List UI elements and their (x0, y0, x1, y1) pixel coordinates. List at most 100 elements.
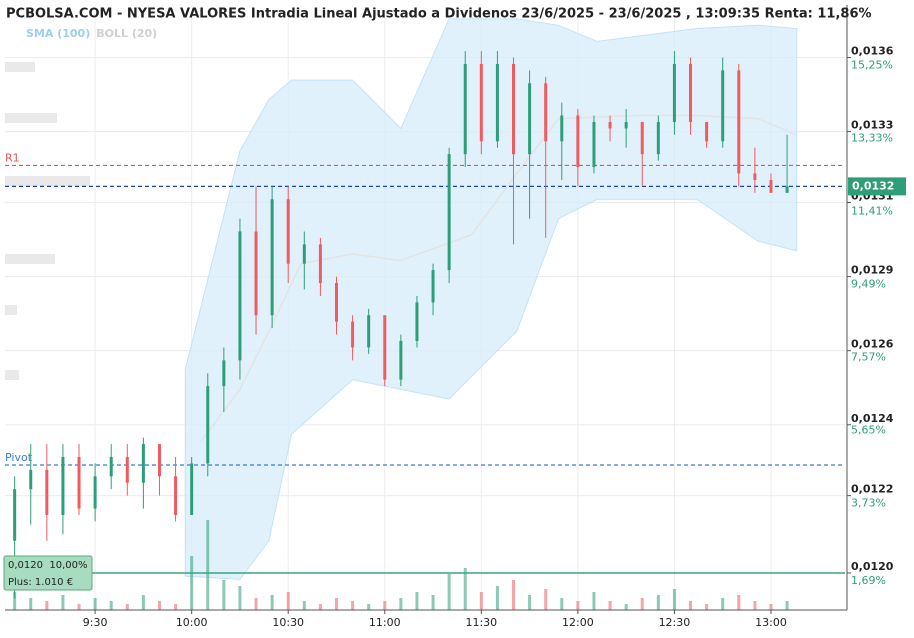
volume-bar (721, 598, 725, 610)
x-tick-label: 12:00 (562, 616, 594, 629)
candle-body (656, 121, 660, 155)
x-tick-label: 12:30 (659, 616, 691, 629)
info-line: Plus: 1.010 € (8, 577, 73, 588)
volume-bar (334, 598, 338, 610)
candle-body (495, 63, 499, 142)
x-tick-label: 10:30 (272, 616, 304, 629)
volume-bar (415, 592, 419, 610)
volume-bar (576, 601, 580, 610)
candle-body (157, 444, 161, 477)
volume-bar (431, 595, 435, 610)
y2-tick-label: 1,69% (851, 574, 886, 587)
candle-body (672, 63, 676, 122)
volume-bar (640, 598, 644, 610)
decor-bar (5, 254, 55, 264)
candle-body (351, 321, 355, 348)
volume-bar (174, 604, 178, 610)
candle-body (174, 476, 178, 515)
side-decoration (5, 62, 90, 380)
level-label: R1 (5, 151, 20, 164)
x-tick-label: 13:00 (755, 616, 787, 629)
volume-bar (286, 592, 290, 610)
volume-bar (512, 580, 516, 610)
last-price-tag (848, 177, 906, 196)
decor-bar (5, 370, 19, 380)
decor-bar (5, 176, 90, 186)
candle-body (785, 186, 789, 193)
volume-bar (45, 601, 49, 610)
volume-bar (544, 589, 548, 610)
volume-bar (270, 595, 274, 610)
y2-tick-label: 13,33% (851, 132, 893, 145)
candle-body (367, 315, 371, 348)
y2-tick-label: 11,41% (851, 205, 893, 218)
info-line: 0,0120 10,00% (8, 560, 87, 571)
y-tick-label: 0,0126 (851, 338, 894, 351)
volume-bar (399, 598, 403, 610)
candle-body (689, 63, 693, 122)
bollinger-band (184, 18, 798, 580)
candle-body (109, 456, 113, 477)
candle-body (29, 469, 33, 490)
y2-tick-label: 9,49% (851, 278, 886, 291)
candle-body (93, 476, 97, 509)
candle-body (560, 115, 564, 142)
x-tick-label: 11:00 (369, 616, 401, 629)
candle-body (125, 456, 129, 483)
candle-body (415, 302, 419, 342)
y-tick-label: 0,0136 (851, 45, 894, 58)
volume-bar (785, 601, 789, 610)
decor-bar (5, 113, 57, 123)
candle-body (769, 179, 773, 193)
candle-body (721, 70, 725, 142)
y2-tick-label: 5,65% (851, 424, 886, 437)
candle-body (576, 115, 580, 168)
legend-boll: BOLL (20) (96, 27, 157, 40)
candle-body (479, 63, 483, 142)
decor-bar (5, 305, 17, 315)
y-tick-label: 0,0124 (851, 412, 894, 425)
data-layer (5, 51, 845, 610)
candle-body (238, 231, 242, 361)
candle-body (61, 456, 65, 515)
volume-bar (77, 604, 81, 610)
candle-body (705, 121, 709, 142)
y-tick-label: 0,0120 (851, 560, 894, 573)
volume-bar (672, 589, 676, 610)
volume-bar (190, 556, 194, 610)
candle-body (45, 469, 49, 515)
candle-body (286, 199, 290, 264)
volume-bar (109, 601, 113, 610)
candle-body (528, 83, 532, 155)
volume-bar (689, 601, 693, 610)
decor-bar (5, 62, 35, 72)
volume-bar (495, 586, 499, 610)
candle-body (222, 360, 226, 387)
candle-body (13, 489, 17, 541)
info-box (3, 555, 93, 591)
candle-body (624, 121, 628, 129)
candle-body (737, 70, 741, 174)
volume-bar (125, 604, 129, 610)
sma-line (200, 114, 798, 442)
y2-tick-label: 7,57% (851, 351, 886, 364)
candle-body (206, 386, 210, 464)
volume-bar (222, 580, 226, 610)
candle-body (640, 121, 644, 155)
volume-bar (13, 592, 17, 610)
volume-bar (302, 601, 306, 610)
candle-body (608, 121, 612, 129)
candle-body (544, 83, 548, 142)
candle-body (141, 444, 145, 483)
y-tick-label: 0,0129 (851, 264, 893, 277)
volume-bar (254, 598, 258, 610)
y-tick-label: 0,0133 (851, 119, 893, 132)
volume-bar (479, 592, 483, 610)
volume-bar (463, 568, 467, 610)
last-price-label: 0,0132 (852, 179, 894, 192)
volume-bar (769, 604, 773, 610)
chart-title: PCBOLSA.COM - NYESA VALORES Intradia Lin… (6, 7, 872, 22)
volume-bar (656, 595, 660, 610)
